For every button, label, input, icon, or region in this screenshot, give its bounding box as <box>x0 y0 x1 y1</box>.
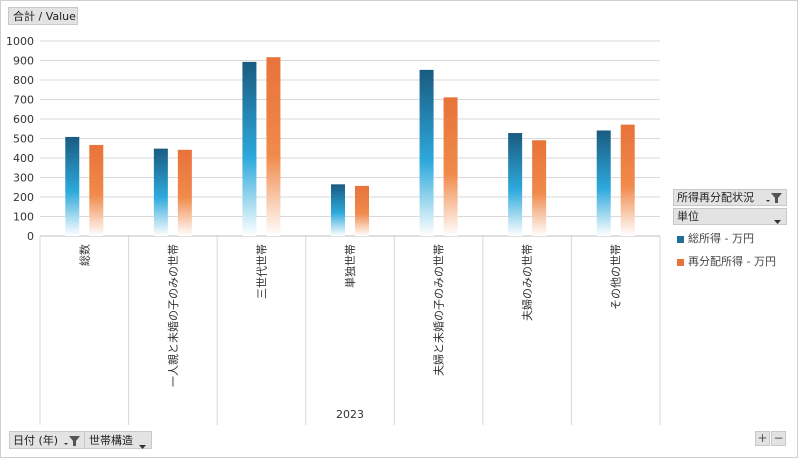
y-tick-label: 800 <box>13 74 34 87</box>
legend-label: 総所得 - 万円 <box>688 232 754 245</box>
bar-total-income <box>419 69 434 236</box>
zoom-in-button[interactable]: + <box>755 431 770 446</box>
y-tick-label: 500 <box>13 133 34 146</box>
filter-icon[interactable] <box>765 192 783 209</box>
bar-total-income <box>596 130 611 236</box>
y-tick-label: 100 <box>13 211 34 224</box>
bar-redistributed-income <box>89 144 104 236</box>
legend-label: 再分配所得 - 万円 <box>688 255 776 268</box>
bar-total-income <box>65 136 80 236</box>
y-tick-label: 300 <box>13 172 34 185</box>
bar-redistributed-income <box>443 97 458 236</box>
bar-total-income <box>153 148 168 236</box>
value-field-button[interactable]: 合計 / Value <box>8 7 78 25</box>
chevron-down-icon[interactable] <box>774 214 781 230</box>
bar-redistributed-income <box>620 124 635 236</box>
bar-total-income <box>242 61 257 236</box>
y-tick-label: 400 <box>13 152 34 165</box>
y-tick-label: 200 <box>13 191 34 204</box>
x-category-label: 三世代世帯 <box>255 244 268 299</box>
legend-item-total-income: 総所得 - 万円 <box>677 230 754 246</box>
y-tick-label: 600 <box>13 113 34 126</box>
x-category-label: 夫婦と未婚の子のみの世帯 <box>432 244 446 376</box>
x-category-label: 単独世帯 <box>343 244 357 288</box>
bar-total-income <box>508 133 523 236</box>
y-tick-label: 900 <box>13 55 34 68</box>
legend-swatch-blue <box>677 235 684 243</box>
unit-field-label: 単位 <box>677 210 699 223</box>
y-tick-label: 0 <box>27 230 34 243</box>
legend-header-label: 所得再分配状況 <box>677 191 754 204</box>
legend-swatch-orange <box>677 258 684 266</box>
x-category-label: 一人親と未婚の子のみの世帯 <box>166 244 180 387</box>
y-tick-label: 700 <box>13 94 34 107</box>
chevron-down-icon[interactable] <box>139 438 146 456</box>
unit-field[interactable]: 単位 <box>673 208 787 225</box>
year-field-label: 日付 (年) <box>13 434 59 447</box>
year-field-button[interactable]: 日付 (年) <box>9 431 85 449</box>
x-category-label: その他の世帯 <box>610 244 623 310</box>
zoom-out-button[interactable]: − <box>771 431 786 446</box>
x-category-label: 総数 <box>77 244 91 266</box>
y-tick-label: 1000 <box>6 35 34 48</box>
bar-redistributed-income <box>266 57 281 237</box>
legend-item-redistributed-income: 再分配所得 - 万円 <box>677 253 776 269</box>
bar-redistributed-income <box>532 140 547 236</box>
structure-field-button[interactable]: 世帯構造 <box>84 431 152 449</box>
bar-redistributed-income <box>177 149 192 236</box>
filter-icon[interactable] <box>63 435 81 453</box>
bar-total-income <box>331 184 345 236</box>
legend-header-field[interactable]: 所得再分配状況 <box>673 189 787 206</box>
x-category-label: 夫婦のみの世帯 <box>520 244 534 321</box>
structure-field-label: 世帯構造 <box>89 434 133 447</box>
bar-redistributed-income <box>355 185 369 236</box>
x-group-label: 2023 <box>336 408 364 421</box>
